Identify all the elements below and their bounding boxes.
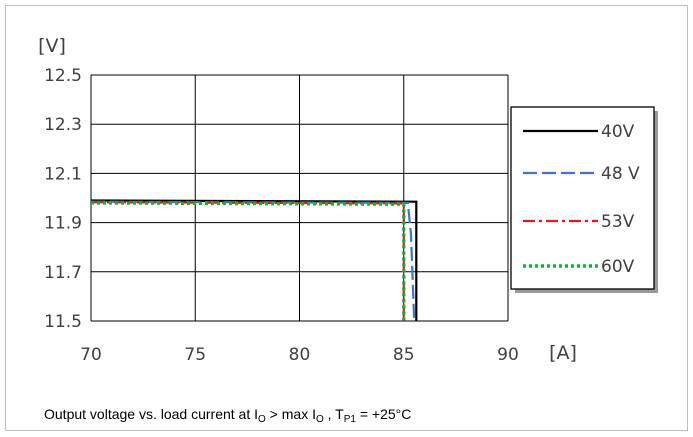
y-tick-label: 11.9 [44,214,82,234]
legend-box [510,106,655,290]
y-axis-label: [V] [38,35,66,57]
x-tick-label: 75 [184,345,206,365]
legend-label-60v: 60V [601,257,635,277]
x-tick-label: 70 [80,345,102,365]
caption-sub-o: O [258,414,266,425]
caption-mid: > max I [265,406,316,422]
x-tick-label: 80 [289,345,311,365]
chart-caption: Output voltage vs. load current at IO > … [44,406,412,425]
caption-sub-p1: P1 [343,414,356,425]
y-tick-label: 12.3 [44,115,82,135]
x-tick-label: 90 [497,345,519,365]
caption-sub-o2: O [315,414,324,425]
caption-sep: , T [323,406,344,422]
caption-prefix: Output voltage vs. load current at I [44,406,259,422]
caption-suffix: = +25°C [355,406,412,422]
y-tick-label: 11.5 [44,312,82,332]
x-tick-label: 85 [393,345,415,365]
series-line-60v [90,201,406,321]
legend-label-40v: 40V [601,122,635,142]
x-axis-label: [A] [549,342,577,364]
y-tick-label: 11.7 [44,263,82,283]
series-line-40v [90,199,418,321]
legend-label-53v: 53V [601,212,635,232]
legend-label-48v: 48 V [601,164,640,184]
y-tick-label: 12.5 [44,66,82,86]
y-tick-label: 12.1 [44,164,82,184]
